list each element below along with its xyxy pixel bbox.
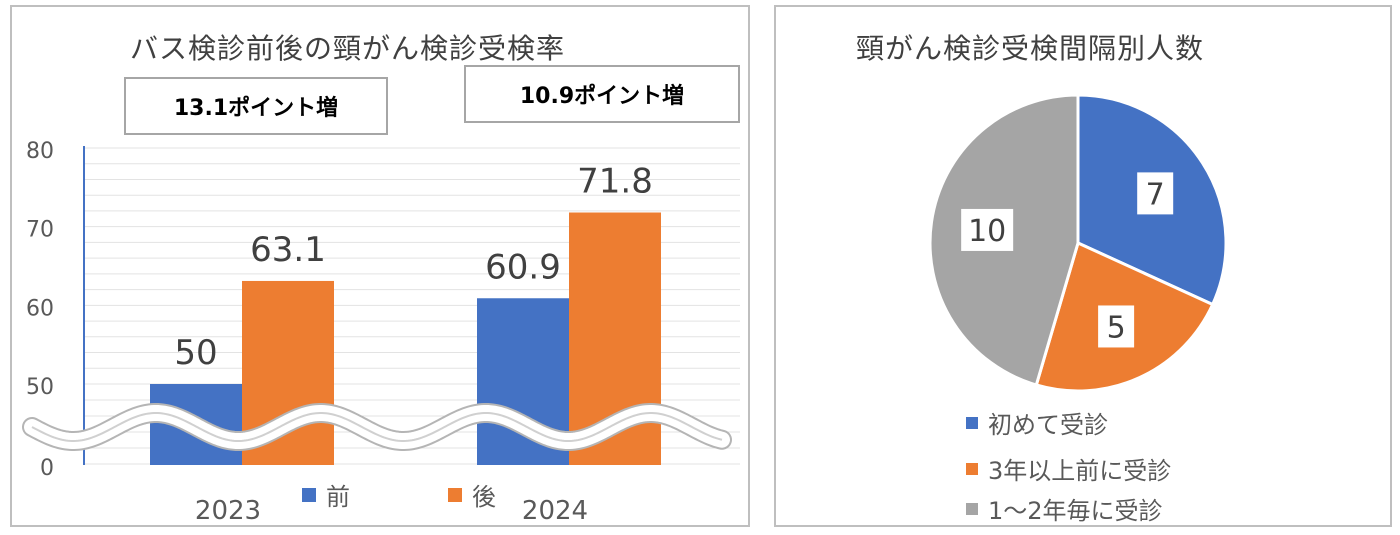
legend-swatch-after bbox=[448, 487, 462, 502]
legend-swatch-over-3-years bbox=[966, 462, 978, 475]
legend-item-after: 後 bbox=[448, 477, 496, 512]
legend-label-over-3-years: 3年以上前に受診 bbox=[988, 457, 1172, 485]
x-tick-label: 2023 bbox=[195, 496, 261, 526]
legend-swatch-first-time bbox=[966, 416, 978, 429]
data-label: 60.9 bbox=[485, 247, 561, 287]
x-tick-label: 2024 bbox=[522, 496, 588, 526]
callout-2023-increase: 13.1ポイント増 bbox=[124, 77, 388, 135]
pie-label-box bbox=[1137, 172, 1174, 215]
legend-label-after: 後 bbox=[472, 483, 496, 511]
legend-item-first-time: 初めて受診 bbox=[966, 405, 1108, 440]
y-tick-label: 0 bbox=[40, 456, 54, 481]
pie-label-box bbox=[1098, 305, 1135, 348]
legend-item-1-2-years: 1～2年毎に受診 bbox=[966, 491, 1163, 526]
data-label: 63.1 bbox=[250, 230, 326, 270]
y-tick-label: 60 bbox=[26, 296, 54, 321]
legend-label-first-time: 初めて受診 bbox=[988, 411, 1108, 439]
pie-data-label: 10 bbox=[968, 214, 1006, 249]
pie-data-label: 7 bbox=[1146, 177, 1165, 212]
pie-chart-title: 頸がん検診受検間隔別人数 bbox=[856, 32, 1205, 65]
axis-break-midline bbox=[31, 411, 723, 443]
data-label: 50 bbox=[174, 333, 217, 373]
y-tick-label: 50 bbox=[26, 375, 54, 400]
pie-chart-panel: 頸がん検診受検間隔別人数 7 5 10 初めて受診 3年以上前に受診 1～2年毎に受… bbox=[774, 5, 1392, 527]
legend-item-over-3-years: 3年以上前に受診 bbox=[966, 451, 1171, 486]
y-tick-label: 80 bbox=[26, 139, 54, 164]
legend-item-before: 前 bbox=[302, 477, 350, 512]
legend-swatch-before bbox=[302, 487, 316, 502]
legend-swatch-1-2-years bbox=[966, 502, 978, 515]
callout-2024-increase: 10.9ポイント増 bbox=[464, 65, 740, 123]
bar-chart-title: バス検診前後の頸がん検診受検率 bbox=[130, 32, 566, 65]
data-label: 71.8 bbox=[577, 162, 653, 202]
pie-data-label: 5 bbox=[1107, 310, 1126, 345]
legend-label-before: 前 bbox=[326, 483, 350, 511]
bar-chart-plot: 0 50 60 70 80 50 63.1 2023 60.9 71.8 2024 bbox=[22, 139, 740, 526]
y-tick-label: 70 bbox=[26, 218, 54, 243]
bar-chart-panel: バス検診前後の頸がん検診受検率 13.1ポイント増 10.9ポイント増 0 50 6… bbox=[10, 5, 750, 527]
legend-label-1-2-years: 1～2年毎に受診 bbox=[988, 497, 1163, 525]
pie-label-box bbox=[961, 208, 1014, 251]
pie-chart-plot: 7 5 10 bbox=[928, 93, 1228, 393]
